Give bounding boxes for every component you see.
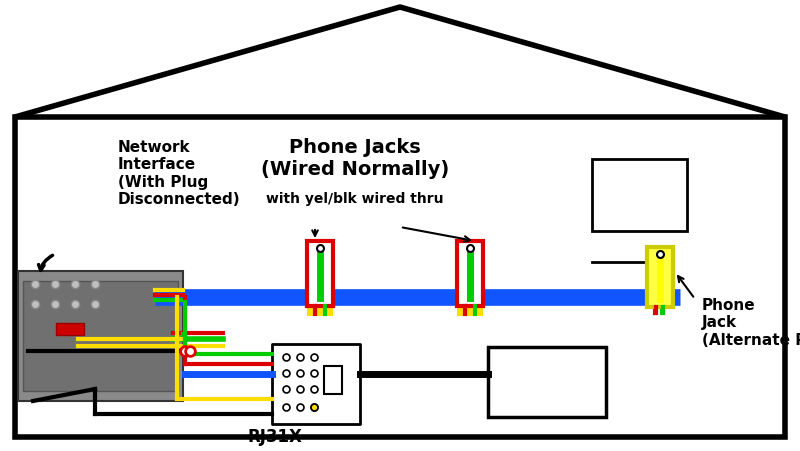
Bar bbox=[647, 248, 673, 307]
Bar bbox=[592, 160, 687, 231]
Text: Comcast
modem: Comcast modem bbox=[594, 168, 666, 200]
Bar bbox=[18, 272, 183, 401]
Bar bbox=[324, 366, 342, 394]
Bar bbox=[15, 118, 785, 437]
Text: Phone
Jack
(Alternate Pair): Phone Jack (Alternate Pair) bbox=[702, 297, 800, 347]
Bar bbox=[56, 323, 84, 335]
Bar bbox=[307, 241, 333, 306]
Bar bbox=[488, 347, 606, 417]
Text: Alarm
System: Alarm System bbox=[507, 355, 582, 394]
Text: Network
Interface
(With Plug
Disconnected): Network Interface (With Plug Disconnecte… bbox=[118, 140, 241, 207]
Text: RJ31X: RJ31X bbox=[247, 427, 302, 445]
Text: Phone Jacks
(Wired Normally): Phone Jacks (Wired Normally) bbox=[261, 138, 449, 179]
Bar bbox=[457, 241, 483, 306]
Bar bbox=[23, 281, 178, 391]
Bar bbox=[457, 308, 483, 316]
Bar bbox=[307, 308, 333, 316]
Bar bbox=[272, 344, 360, 424]
Text: with yel/blk wired thru: with yel/blk wired thru bbox=[266, 192, 444, 206]
